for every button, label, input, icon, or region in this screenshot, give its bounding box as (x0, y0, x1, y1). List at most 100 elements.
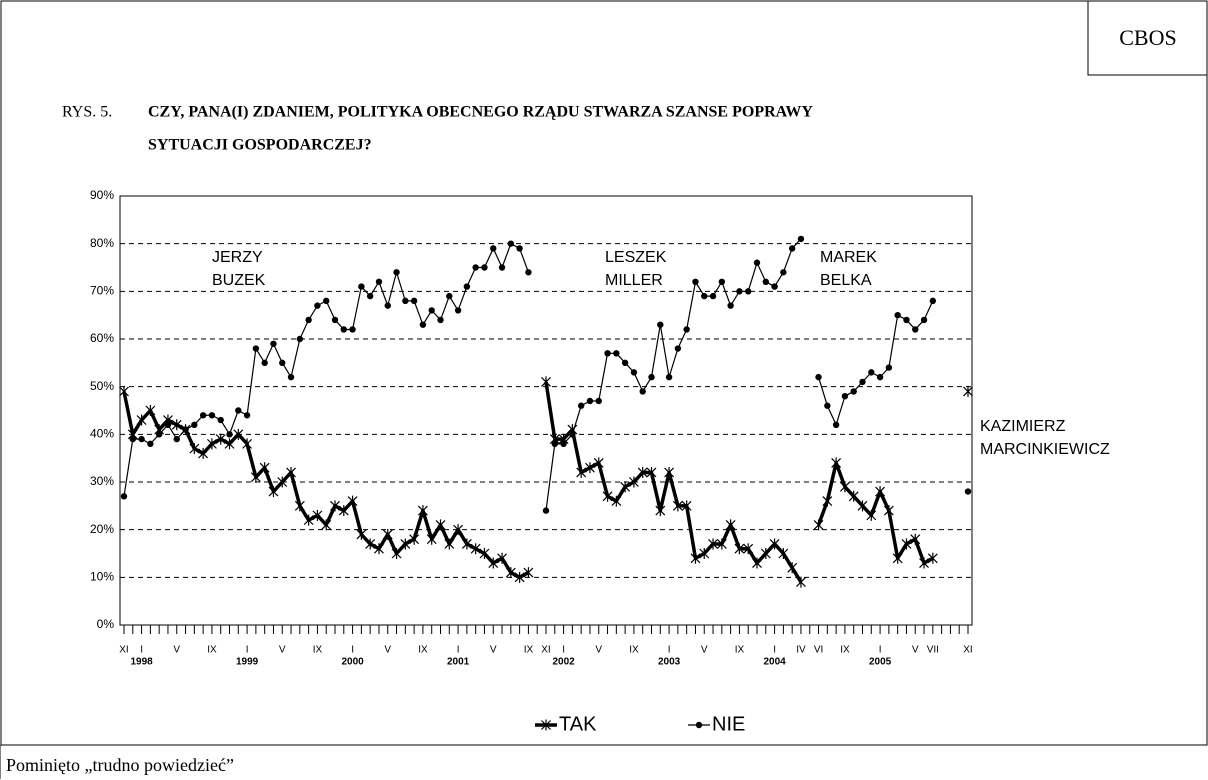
x-tick-label: V (384, 645, 391, 656)
point (681, 500, 692, 512)
point (771, 283, 778, 290)
legend-label: NIE (712, 713, 745, 735)
point (585, 462, 595, 474)
point (577, 402, 585, 409)
x-year-label: 1999 (236, 657, 259, 668)
point (832, 421, 840, 428)
annotation: JERZY (212, 249, 263, 266)
point (542, 507, 550, 514)
point (384, 302, 391, 309)
x-tick-label: XI (119, 645, 128, 656)
point (551, 440, 558, 448)
x-tick-label: I (457, 645, 460, 656)
point (701, 292, 708, 300)
point (692, 278, 699, 285)
source-box (1087, 0, 1208, 76)
point (523, 567, 534, 579)
point (602, 490, 613, 502)
point (375, 278, 383, 285)
x-year-label: 2005 (869, 657, 892, 668)
x-tick-label: I (562, 645, 565, 656)
y-tick-label: 30% (90, 474, 114, 488)
annotation: LESZEK (605, 249, 667, 266)
x-year-label: 2001 (447, 657, 470, 668)
point (145, 405, 156, 416)
x-tick-label: IV (796, 645, 806, 656)
point (628, 476, 639, 488)
point (727, 302, 734, 309)
point (287, 373, 295, 381)
point (208, 412, 216, 419)
point (198, 447, 209, 459)
point (788, 245, 796, 252)
x-tick-label: IX (524, 645, 534, 656)
point (270, 340, 277, 347)
y-tick-label: 0% (97, 617, 115, 631)
point (365, 538, 376, 550)
point (885, 364, 893, 371)
chart-title: CZY, PANA(I) ZDANIEM, POLITYKA OBECNEGO … (148, 104, 813, 121)
point (400, 538, 411, 550)
x-tick-label: IX (629, 645, 639, 656)
point (393, 269, 400, 276)
point (648, 373, 655, 381)
point (514, 571, 525, 583)
point (760, 548, 771, 559)
point (444, 538, 455, 550)
x-tick-label: IX (207, 645, 217, 656)
point (243, 412, 251, 419)
x-tick-label: I (773, 645, 776, 656)
x-tick-label: XI (541, 645, 550, 656)
point (541, 376, 551, 388)
point (435, 519, 446, 531)
x-tick-label: I (351, 645, 354, 656)
point (868, 369, 875, 376)
point (699, 548, 710, 559)
point (611, 495, 622, 507)
point (321, 519, 332, 531)
point (664, 466, 675, 478)
point (683, 326, 690, 333)
point (235, 407, 242, 414)
legend-marker (695, 721, 703, 729)
point (250, 471, 261, 483)
x-year-label: 2002 (552, 657, 575, 668)
point (226, 431, 233, 438)
point (164, 421, 172, 428)
point (138, 435, 145, 443)
x-tick-label: IX (735, 645, 745, 656)
chart-title: SYTUACJI GOSPODARCZEJ? (148, 137, 372, 154)
x-tick-label: V (173, 645, 180, 656)
point (119, 385, 129, 397)
x-tick-label: V (912, 645, 919, 656)
point (736, 288, 743, 295)
point (621, 359, 629, 367)
point (446, 292, 453, 300)
point (725, 519, 736, 531)
point (903, 316, 910, 324)
point (655, 505, 666, 517)
point (674, 345, 682, 352)
x-tick-label: IX (840, 645, 850, 656)
point (409, 533, 420, 545)
point (215, 433, 226, 445)
point (286, 466, 296, 478)
point (410, 297, 418, 305)
x-year-label: 2000 (341, 657, 364, 668)
point (356, 528, 367, 540)
point (481, 264, 488, 271)
point (279, 359, 286, 367)
point (912, 326, 919, 333)
point (690, 552, 701, 564)
point (294, 500, 305, 512)
point (453, 524, 464, 536)
point (778, 548, 789, 559)
point (277, 476, 288, 488)
point (479, 548, 490, 559)
x-tick-label: I (246, 645, 249, 656)
point (358, 283, 365, 290)
annotation: MILLER (605, 272, 663, 289)
point (199, 412, 207, 419)
